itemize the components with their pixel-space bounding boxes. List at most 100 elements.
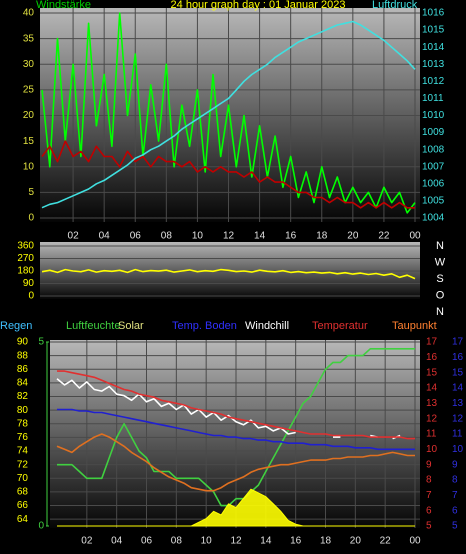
y2-tick-label: 7 xyxy=(452,490,458,501)
y-tick-label: 68 xyxy=(17,487,29,498)
x-tick-label: 08 xyxy=(161,231,173,242)
y2-tick-label: 1009 xyxy=(422,127,445,138)
x-tick-label: 16 xyxy=(285,231,297,242)
y-tick-label: 72 xyxy=(17,459,29,470)
x-tick-label: 02 xyxy=(81,536,93,547)
y-tick-label: 90 xyxy=(17,337,29,348)
y-tick-label: 0 xyxy=(28,213,34,224)
y-tick-label: 10 xyxy=(23,161,35,172)
y2-tick-label: 16 xyxy=(426,352,438,363)
legend-label: Luftfeuchte xyxy=(66,320,120,332)
y-tick-label: 30 xyxy=(23,59,35,70)
legend-label: Temp. Boden xyxy=(172,320,237,332)
y2-tick-label: 1008 xyxy=(422,144,445,155)
y-tick-label: 84 xyxy=(17,378,29,389)
y2-tick-label: 1016 xyxy=(422,8,445,19)
legend-label: Solar xyxy=(118,320,144,332)
line xyxy=(56,433,415,492)
x-tick-label: 14 xyxy=(254,231,266,242)
y2-tick-label: 15 xyxy=(426,367,438,378)
y-tick-label: 70 xyxy=(17,473,29,484)
y2-tick-label: 1012 xyxy=(422,76,445,87)
legend-label: Windchill xyxy=(245,320,289,332)
y2-tick-label: 9 xyxy=(452,459,458,470)
line xyxy=(41,12,416,214)
y-tick-label: 35 xyxy=(23,33,35,44)
y-tick-label: 66 xyxy=(17,500,29,511)
y2-tick-label: 1005 xyxy=(422,196,445,207)
x-tick-label: 22 xyxy=(380,536,392,547)
compass-label: N xyxy=(436,240,444,252)
y2-tick-label: 1010 xyxy=(422,110,445,121)
y-tick-label: 270 xyxy=(17,253,34,264)
y-tick-label: 86 xyxy=(17,364,29,375)
y2-tick-label: 1004 xyxy=(422,213,445,224)
y-tick-label: 80 xyxy=(17,405,29,416)
y2-tick-label: 14 xyxy=(426,383,438,394)
legend-label: Temperatur xyxy=(312,320,368,332)
y-tick-label: 88 xyxy=(17,350,29,361)
x-tick-label: 22 xyxy=(378,231,390,242)
y-tick-label: 82 xyxy=(17,391,29,402)
y-tick-label: 76 xyxy=(17,432,29,443)
x-tick-label: 06 xyxy=(130,231,142,242)
y-tick-label: 74 xyxy=(17,446,29,457)
x-tick-label: 16 xyxy=(290,536,302,547)
y2-tick-label: 12 xyxy=(426,413,438,424)
y-axis-label: Windstärke xyxy=(36,0,91,11)
y2-tick-label: 1013 xyxy=(422,59,445,70)
y2-tick-label: 6 xyxy=(452,505,458,516)
legend-label: Taupunkt xyxy=(392,320,437,332)
y-tick-label: 78 xyxy=(17,418,29,429)
x-tick-label: 04 xyxy=(111,536,123,547)
plot-area xyxy=(50,340,420,528)
compass-label: W xyxy=(435,256,446,268)
y2-tick-label: 1015 xyxy=(422,25,445,36)
y2-tick-label: 12 xyxy=(452,413,464,424)
y2-tick-label: 13 xyxy=(452,398,464,409)
x-tick-label: 06 xyxy=(141,536,153,547)
x-tick-label: 12 xyxy=(230,536,242,547)
y2-tick-label: 1014 xyxy=(422,42,445,53)
y2-tick-label: 13 xyxy=(426,398,438,409)
x-tick-label: 10 xyxy=(201,536,213,547)
y-tick-label: 0 xyxy=(28,291,34,302)
x-tick-label: 14 xyxy=(260,536,272,547)
y2-tick-label: 9 xyxy=(426,459,432,470)
line xyxy=(57,408,415,451)
y2-tick-label: 11 xyxy=(426,429,437,440)
y2-axis-label: Luftdruck xyxy=(372,0,418,11)
line xyxy=(41,268,416,280)
line xyxy=(41,140,415,209)
y-tick-label: 40 xyxy=(23,8,35,19)
x-tick-label: 20 xyxy=(350,536,362,547)
line xyxy=(57,348,415,507)
compass-label: N xyxy=(436,306,444,318)
x-tick-label: 20 xyxy=(347,231,359,242)
line xyxy=(57,370,415,440)
x-tick-label: 18 xyxy=(316,231,328,242)
y2-tick-label: 17 xyxy=(452,337,464,348)
y-tick-label: 15 xyxy=(23,136,35,147)
y-tick-label: 360 xyxy=(17,241,34,252)
compass-label: O xyxy=(436,289,445,301)
y-tick-label: 5 xyxy=(28,187,34,198)
y2-tick-label: 10 xyxy=(426,444,438,455)
y2-tick-label: 5 xyxy=(452,521,458,532)
y-tick-label: 90 xyxy=(23,278,35,289)
y2-tick-label: 6 xyxy=(426,505,432,516)
y3-tick-label: 0 xyxy=(38,521,44,532)
y-tick-label: 25 xyxy=(23,85,35,96)
y3-tick-label: 5 xyxy=(38,337,44,348)
y-tick-label: 180 xyxy=(17,266,34,277)
y2-tick-label: 15 xyxy=(452,367,464,378)
x-tick-label: 00 xyxy=(409,536,421,547)
x-tick-label: 08 xyxy=(171,536,183,547)
x-tick-label: 04 xyxy=(99,231,111,242)
y2-tick-label: 1011 xyxy=(422,93,444,104)
x-tick-label: 00 xyxy=(409,231,421,242)
y2-tick-label: 8 xyxy=(452,475,458,486)
y2-tick-label: 8 xyxy=(426,475,432,486)
